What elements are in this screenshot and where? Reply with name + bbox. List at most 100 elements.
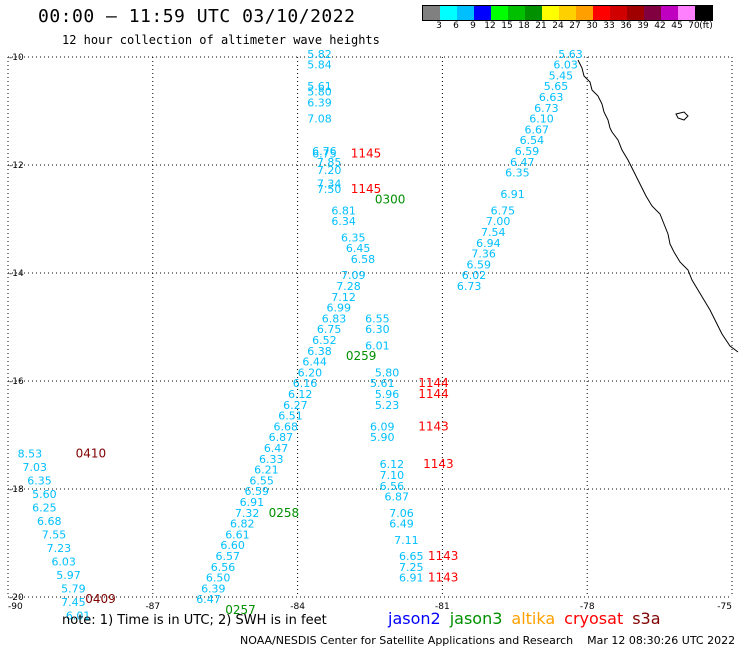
longitude-label: -81 (435, 602, 450, 612)
pass-time-label: 0409 (85, 592, 116, 606)
legend-tick-label: 24 (552, 21, 564, 31)
wave-height-value: 6.67 (524, 123, 549, 136)
pass-time-label: 0410 (76, 446, 107, 460)
wave-height-value: 6.16 (293, 377, 318, 390)
satellite-cryosat: cryosat (564, 609, 624, 628)
wave-height-value: 7.34 (317, 177, 342, 190)
time-label-layer: 1145114503000259114411441143114304100258… (76, 147, 459, 617)
wave-height-value: 7.10 (380, 469, 405, 482)
wave-height-value: 6.21 (254, 464, 279, 477)
legend-swatch (661, 6, 678, 20)
legend-swatch (644, 6, 661, 20)
legend-swatch (593, 6, 610, 20)
wave-height-value: 7.36 (471, 248, 496, 261)
wave-height-value: 7.08 (307, 113, 332, 126)
wave-height-value: 6.68 (273, 420, 298, 433)
legend-tick-label: 36 (620, 21, 632, 31)
legend-swatch (576, 6, 593, 20)
legend-swatch (542, 6, 559, 20)
satellite-s3a: s3a (632, 609, 661, 628)
wave-height-value: 6.02 (462, 269, 487, 282)
legend-swatch (627, 6, 644, 20)
wave-height-value: 7.50 (317, 183, 342, 196)
wave-height-value: 5.96 (375, 388, 400, 401)
wave-height-value: 6.87 (384, 491, 409, 504)
wave-height-value: 6.39 (307, 96, 332, 109)
wave-height-value: 6.56 (380, 480, 405, 493)
wave-height-value: 6.91 (399, 572, 424, 585)
legend-swatch (610, 6, 627, 20)
pass-time-label: 1143 (418, 419, 449, 433)
pass-time-label: 1145 (351, 182, 382, 196)
legend-tick-label: 45 (671, 21, 683, 31)
wave-height-value: 7.55 (42, 528, 67, 541)
legend-swatch (559, 6, 576, 20)
longitude-label: -87 (145, 602, 160, 612)
wave-height-value: 6.47 (510, 156, 535, 169)
satellite-jason2: jason2 (388, 609, 441, 628)
wave-height-value: 7.32 (235, 507, 260, 520)
wave-height-value: 7.00 (486, 215, 511, 228)
legend-tick-label: 42 (654, 21, 666, 31)
wave-height-value: 5.61 (307, 80, 332, 93)
wave-height-value: 6.12 (288, 388, 313, 401)
wave-height-value: 6.38 (307, 345, 332, 358)
wave-height-value: 6.25 (32, 501, 57, 514)
wave-height-value: 6.61 (225, 528, 250, 541)
pass-time-label: 1145 (351, 147, 382, 161)
legend-tick-label: 9 (470, 21, 476, 31)
legend-tick-label: 30 (586, 21, 598, 31)
wave-height-value: 6.55 (365, 312, 390, 325)
pass-time-label: 0258 (269, 506, 300, 520)
wave-height-value: 6.73 (534, 102, 559, 115)
latitude-label: -14 (9, 269, 24, 279)
legend-tick-label: 39 (637, 21, 649, 31)
wave-height-value: 6.75 (491, 204, 515, 217)
wave-height-value: 7.25 (399, 561, 424, 574)
satellite-altika: altika (511, 609, 556, 628)
wave-height-value: 6.01 (365, 339, 390, 352)
wave-height-value: 6.47 (196, 593, 221, 606)
legend-tick-label: 33 (603, 21, 615, 31)
wave-height-value: 6.39 (201, 582, 226, 595)
legend-swatch (525, 6, 542, 20)
color-legend (422, 5, 713, 21)
wave-height-value: 6.63 (539, 91, 564, 104)
wave-height-value: 6.49 (389, 518, 414, 531)
map-title: 00:00 – 11:59 UTC 03/10/2022 (38, 6, 356, 27)
pass-time-label: 0257 (225, 603, 256, 617)
legend-tick-label: 18 (518, 21, 530, 31)
wave-height-value: 6.73 (457, 280, 482, 293)
wave-height-value: 7.23 (47, 542, 72, 555)
wave-height-value: 6.81 (331, 204, 356, 217)
wave-height-value: 6.52 (312, 334, 337, 347)
wave-height-value: 5.82 (307, 48, 332, 61)
legend-tick-label: 15 (501, 21, 513, 31)
wave-height-value: 7.09 (341, 269, 366, 282)
wave-height-value: 6.75 (312, 148, 337, 161)
wave-height-value: 6.54 (520, 134, 545, 147)
wave-height-value: 7.85 (317, 156, 342, 169)
wave-height-value: 6.12 (380, 458, 405, 471)
latitude-label: -18 (9, 485, 24, 495)
wave-height-value: 6.59 (245, 485, 269, 498)
wave-height-value: 6.91 (500, 188, 525, 201)
coastline-lake (675, 111, 689, 121)
wave-height-value: 6.55 (249, 474, 273, 487)
wave-height-value: 7.28 (336, 280, 361, 293)
wave-height-value: 6.35 (27, 474, 52, 487)
generation-timestamp: Mar 12 08:30:26 UTC 2022 (587, 634, 736, 647)
wave-height-value: 5.63 (558, 48, 583, 61)
wave-height-value: 6.33 (259, 453, 284, 466)
latitude-label: -20 (9, 593, 24, 603)
wave-height-value: 6.87 (269, 431, 294, 444)
wave-height-value: 5.65 (544, 80, 569, 93)
wave-height-value: 7.03 (22, 461, 47, 474)
satellite-jason3: jason3 (449, 609, 503, 628)
pass-time-label: 1143 (428, 571, 459, 585)
wave-height-value: 6.59 (515, 145, 540, 158)
pass-time-label: 0259 (346, 349, 377, 363)
wave-height-value: 6.50 (206, 572, 231, 585)
wave-height-value: 6.75 (317, 323, 342, 336)
